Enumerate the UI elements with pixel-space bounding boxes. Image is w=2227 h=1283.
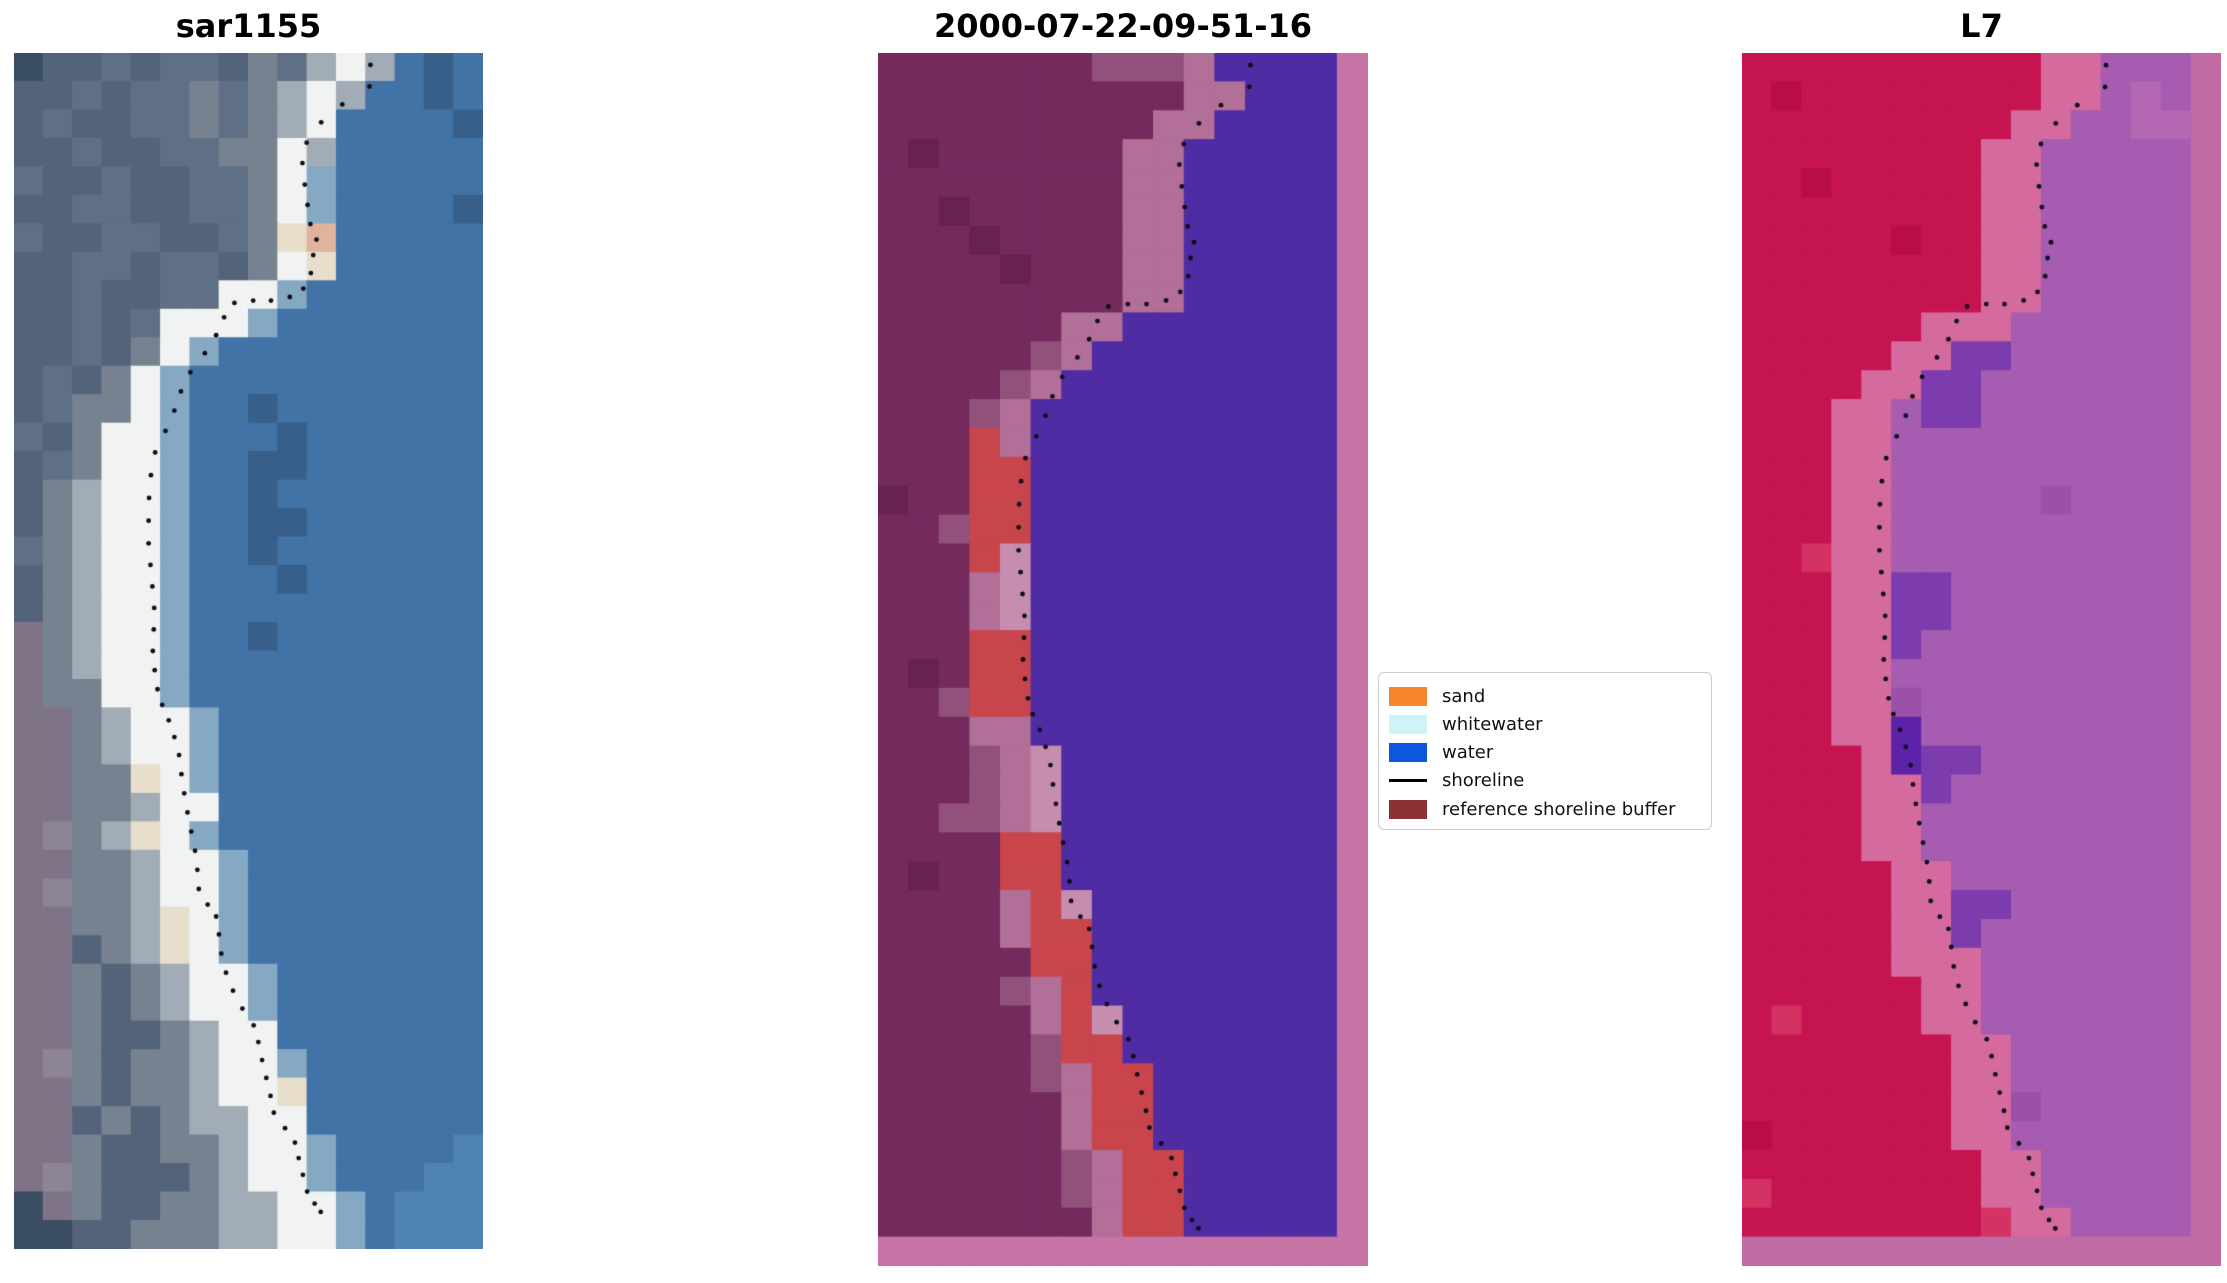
legend-box: sand whitewater water shoreline reference sh…: [1378, 672, 1712, 830]
sar1155-satellite-image: [14, 53, 483, 1249]
legend-item-reference-shoreline-buffer: reference shoreline buffer: [1389, 795, 1699, 823]
panel-title-sar1155: sar1155: [175, 7, 322, 45]
panel-title-l7: L7: [1960, 7, 2003, 45]
legend-label: water: [1442, 742, 1494, 763]
legend-swatch-whitewater: [1389, 714, 1427, 734]
legend-label: reference shoreline buffer: [1442, 798, 1676, 820]
legend-item-sand: sand: [1389, 682, 1699, 710]
panel-classified-image: [878, 53, 1368, 1266]
legend-swatch-sand: [1389, 686, 1427, 706]
legend-swatch-water: [1389, 743, 1427, 762]
legend-swatch-shoreline: [1389, 779, 1427, 783]
legend-label: whitewater: [1442, 713, 1543, 735]
legend-item-whitewater: whitewater: [1389, 710, 1699, 738]
l7-satellite-image: [1742, 53, 2221, 1266]
legend-label: sand: [1442, 685, 1486, 707]
panel-l7-image: [1742, 53, 2221, 1266]
panel-title-classified-date: 2000-07-22-09-51-16: [933, 7, 1313, 45]
legend-label: shoreline: [1442, 770, 1525, 792]
panel-sar1155-image: [14, 53, 483, 1249]
legend-swatch-reference-shoreline-buffer: [1389, 799, 1427, 819]
legend-item-water: water: [1389, 739, 1699, 767]
legend-item-shoreline: shoreline: [1389, 767, 1699, 795]
classified-shoreline-image: [878, 53, 1368, 1266]
